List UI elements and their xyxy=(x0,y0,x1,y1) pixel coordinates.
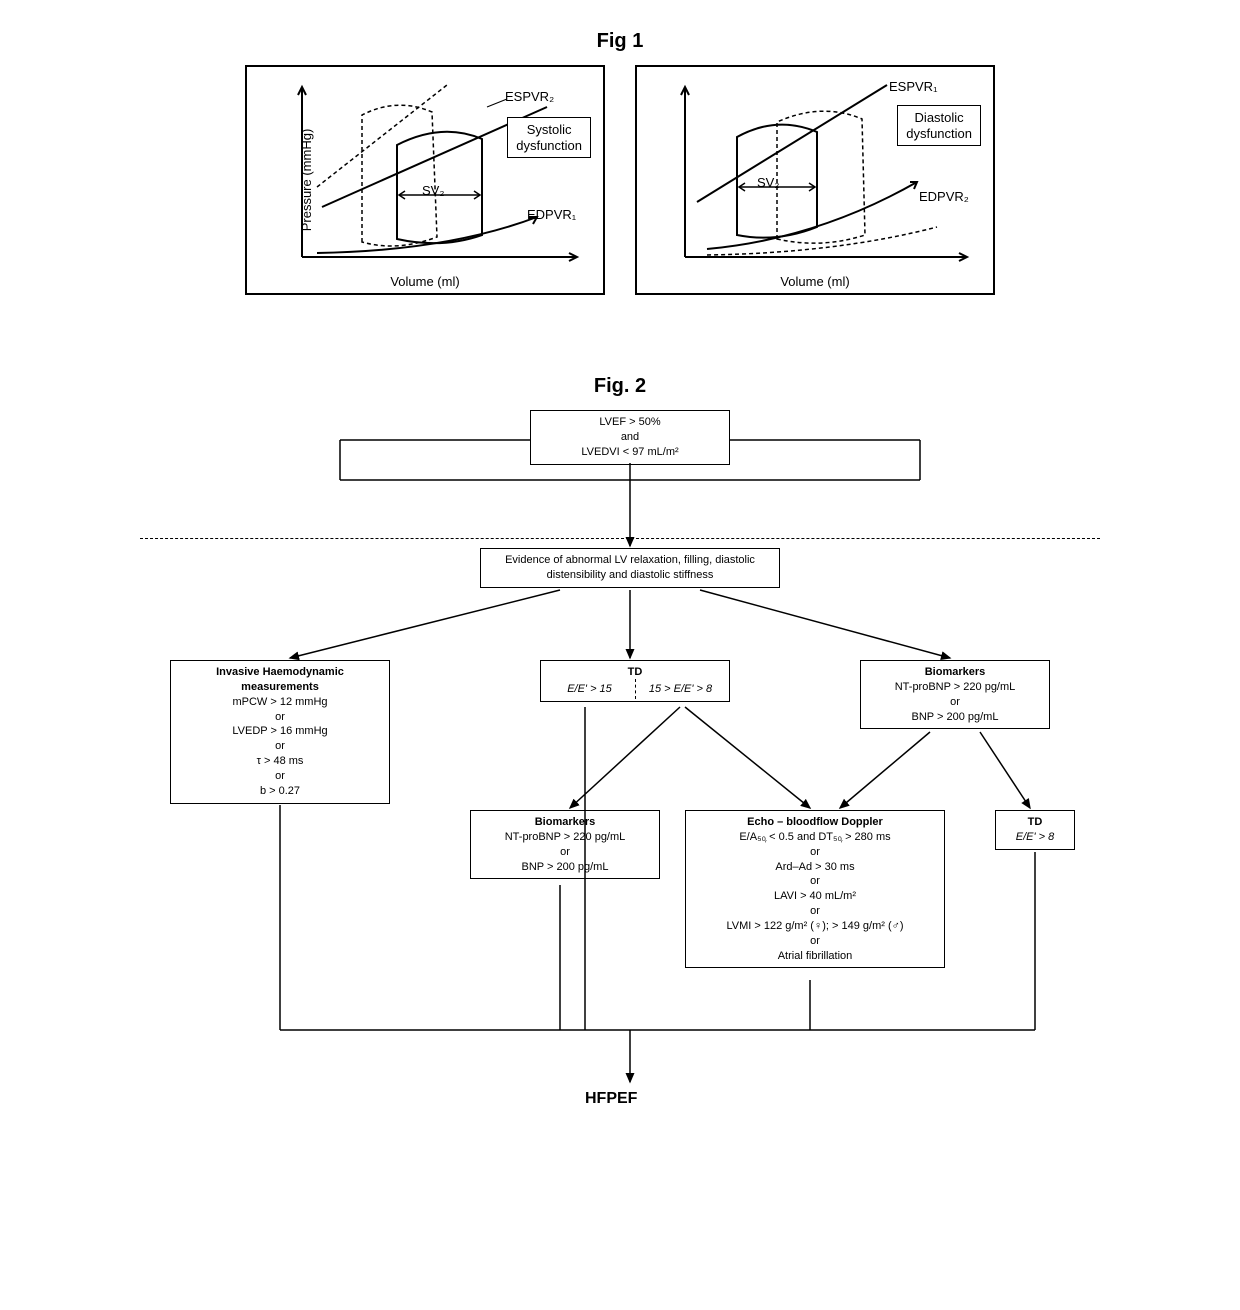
fig2-flowchart: LVEF > 50% and LVEDVI < 97 mL/m² Evidenc… xyxy=(140,410,1100,1130)
fig1-panel-systolic: Pressure (mmHg) Volume (ml) ESPVR₂ Systo… xyxy=(245,65,605,295)
fig1b-sv-label: SV₂ xyxy=(757,175,779,190)
fig1b-espvr-label: ESPVR₁ xyxy=(889,79,937,94)
fig2-box-biomarkers-right: Biomarkers NT-proBNP > 220 pg/mL or BNP … xyxy=(860,660,1050,729)
fig2-box-td: TD E/E' > 15 15 > E/E' > 8 xyxy=(540,660,730,702)
ih: Invasive Haemodynamic measurements xyxy=(216,666,344,693)
fig2-final-label: HFPEF xyxy=(585,1090,637,1108)
tdl: E/E' > 15 xyxy=(547,682,632,697)
fig1a-sv-label: SV₂ xyxy=(422,183,444,198)
fig2-box-td-small: TD E/E' > 8 xyxy=(995,810,1075,850)
fig2-box-biomarkers-mid: Biomarkers NT-proBNP > 220 pg/mL or BNP … xyxy=(470,810,660,879)
fig1a-ylabel: Pressure (mmHg) xyxy=(299,129,314,232)
fig1-row: Pressure (mmHg) Volume (ml) ESPVR₂ Systo… xyxy=(30,65,1210,295)
fig1a-xlabel: Volume (ml) xyxy=(390,274,459,289)
t0: LVEF > 50% xyxy=(599,416,660,428)
fig1-title: Fig 1 xyxy=(30,30,1210,53)
tdh: TD xyxy=(628,666,643,678)
fig2-box-echo: Echo – bloodflow Doppler E/A₅₀᷊ < 0.5 an… xyxy=(685,810,945,968)
fig2-box-invasive: Invasive Haemodynamic measurements mPCW … xyxy=(170,660,390,804)
fig1-svg-diastolic xyxy=(637,67,997,297)
fig2-dashed-rule xyxy=(140,538,1100,539)
fig1a-edpvr-label: EDPVR₁ xyxy=(527,207,576,222)
fig2-box-top: LVEF > 50% and LVEDVI < 97 mL/m² xyxy=(530,410,730,465)
fig1a-espvr-label: ESPVR₂ xyxy=(505,89,554,104)
e1: distensibility and diastolic stiffness xyxy=(547,569,714,581)
fig2-title: Fig. 2 xyxy=(30,375,1210,398)
td-divider xyxy=(635,679,636,699)
tdr: 15 > E/E' > 8 xyxy=(638,682,723,697)
e0: Evidence of abnormal LV relaxation, fill… xyxy=(505,554,755,566)
t2: LVEDVI < 97 mL/m² xyxy=(581,446,678,458)
fig1b-xlabel: Volume (ml) xyxy=(780,274,849,289)
fig1b-box-label: Diastolicdysfunction xyxy=(897,105,981,146)
fig1-panel-diastolic: Volume (ml) ESPVR₁ Diastolicdysfunction … xyxy=(635,65,995,295)
fig1a-box-label: Systolicdysfunction xyxy=(507,117,591,158)
fig2-box-evidence: Evidence of abnormal LV relaxation, fill… xyxy=(480,548,780,588)
fig1b-edpvr-label: EDPVR₂ xyxy=(919,189,969,204)
t1: and xyxy=(621,431,639,443)
